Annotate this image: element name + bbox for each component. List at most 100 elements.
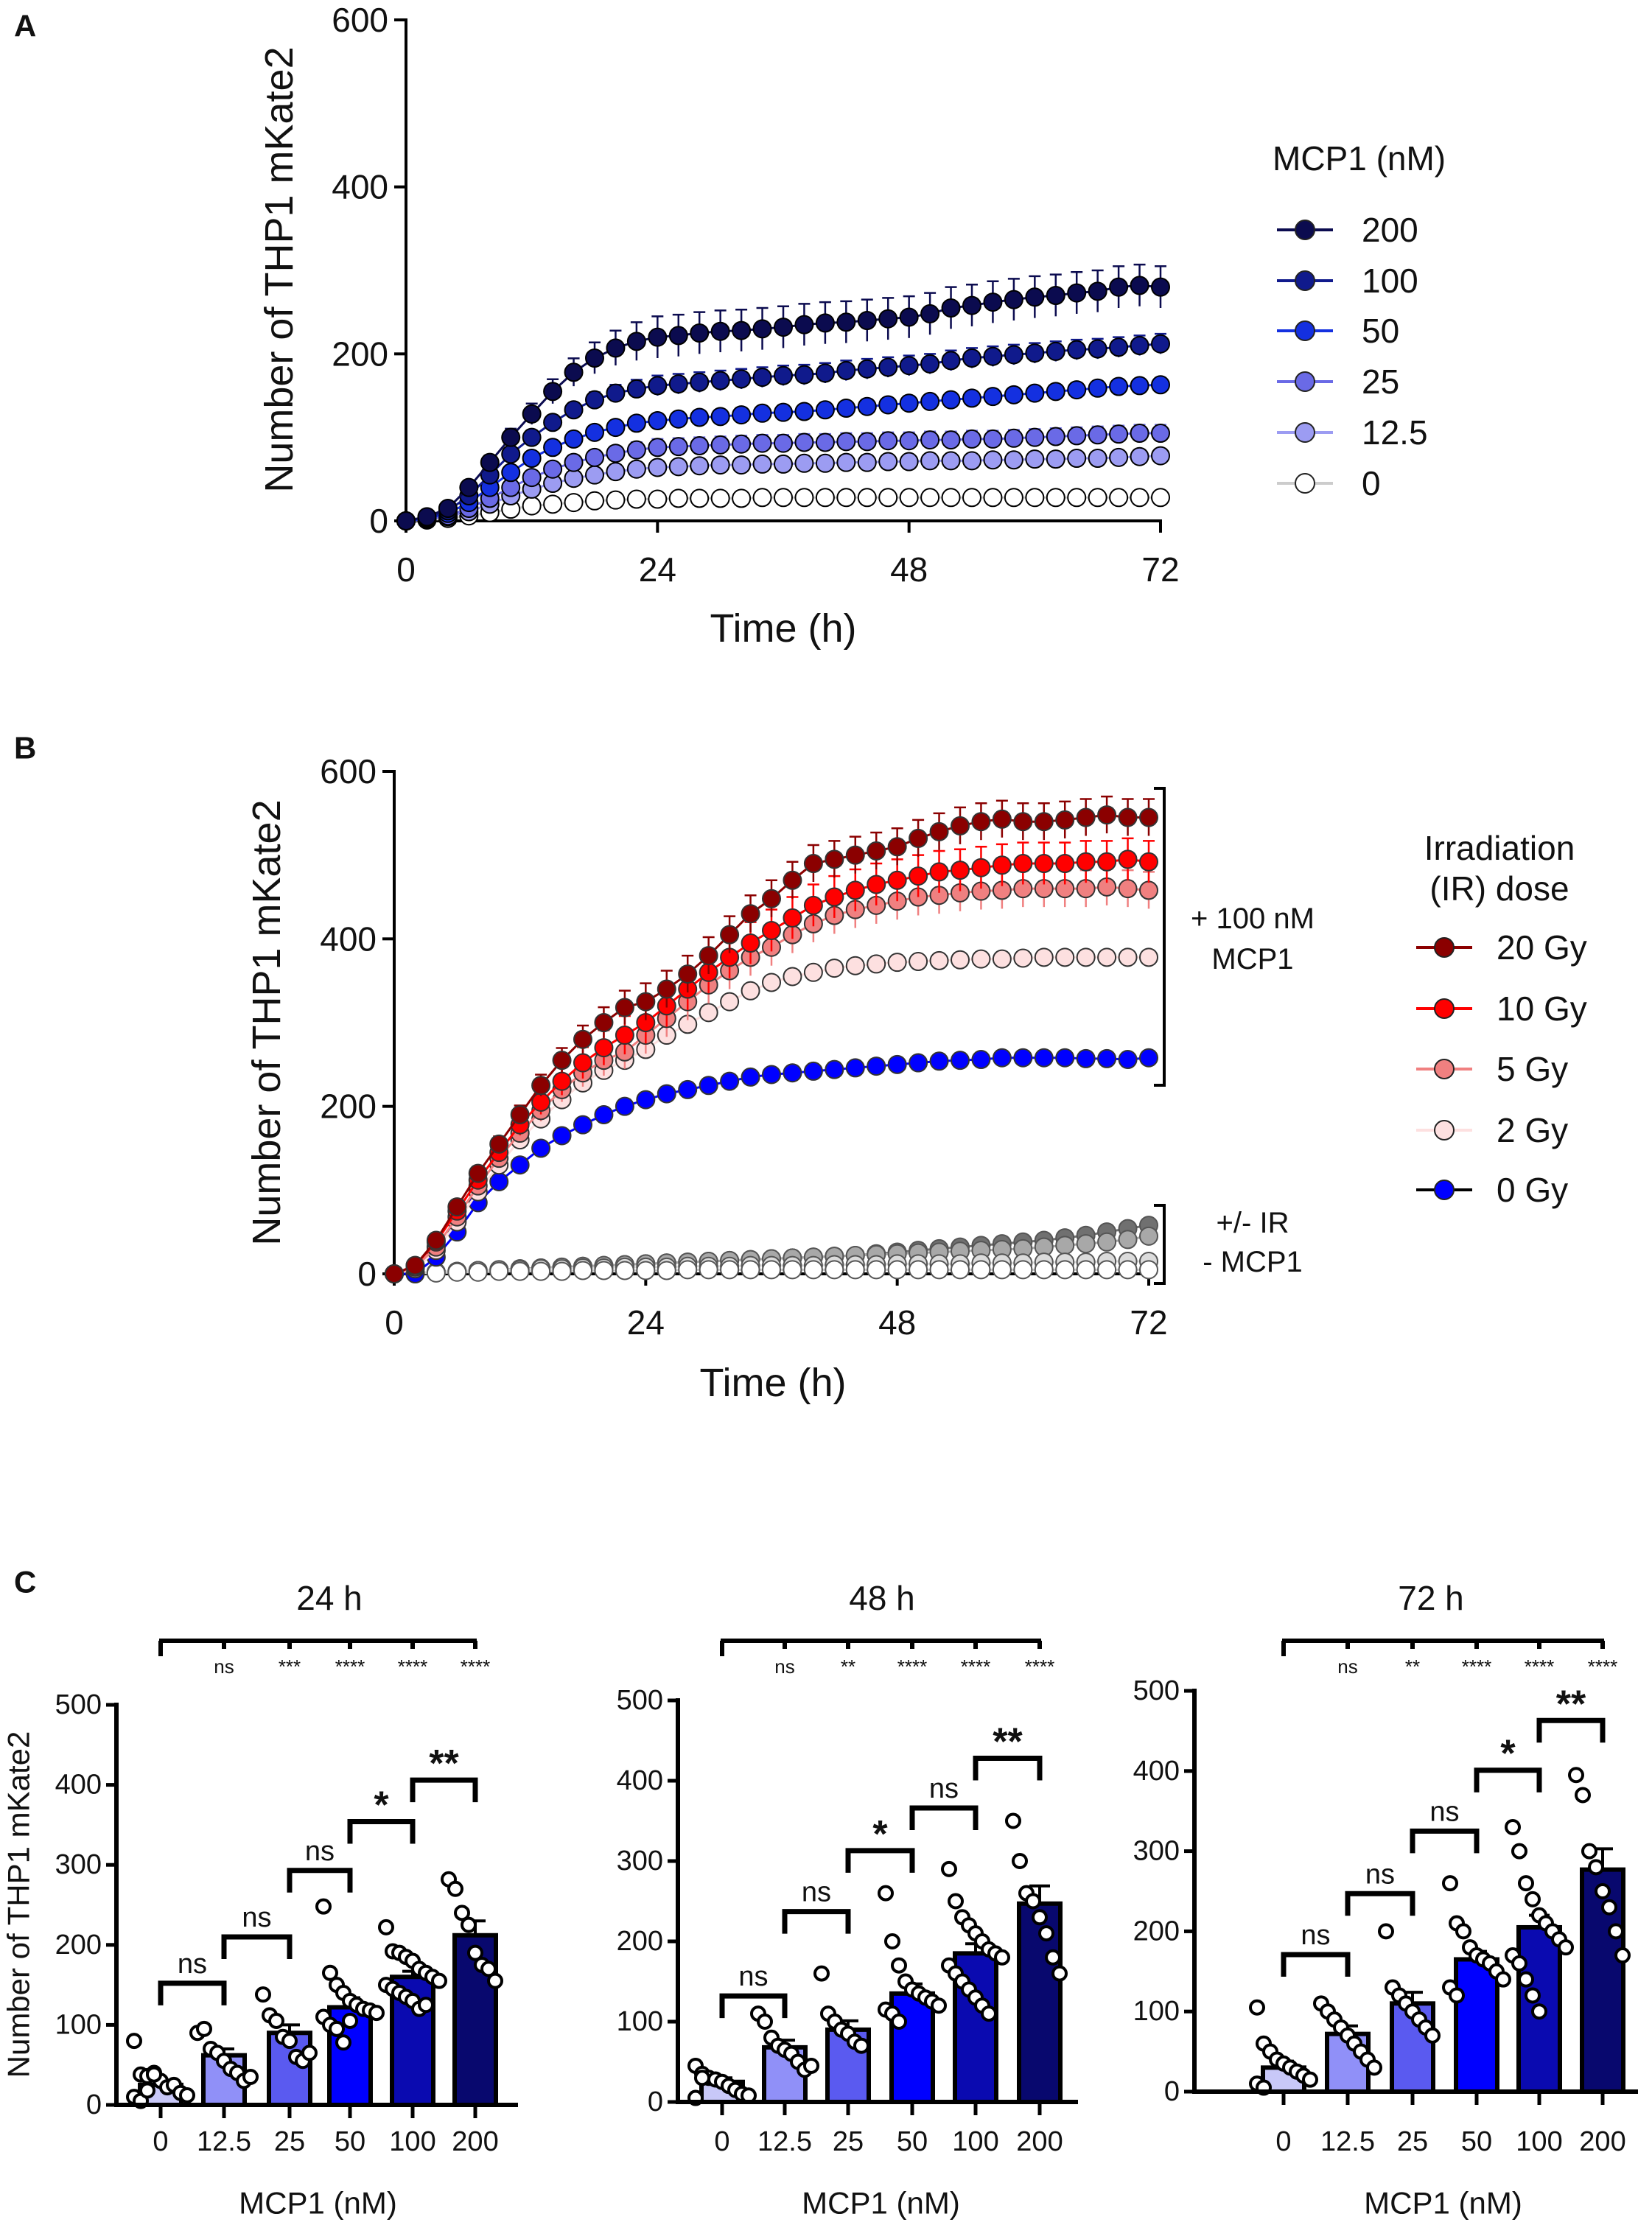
data-point — [1076, 1234, 1096, 1254]
data-point — [1139, 852, 1158, 872]
data-point — [920, 430, 940, 450]
data-point — [648, 376, 668, 396]
pairwise-bracket: * — [1474, 1733, 1542, 1793]
data-point — [741, 1260, 760, 1280]
series-25 — [396, 424, 1170, 530]
data-point — [1097, 852, 1117, 872]
data-point — [899, 431, 919, 451]
replicate-point — [1012, 1853, 1028, 1869]
data-point — [815, 432, 835, 452]
x-tick-label: 0 — [714, 2126, 729, 2157]
x-axis-title: Time (h) — [710, 606, 857, 651]
data-point — [510, 1105, 530, 1125]
data-point — [732, 369, 752, 389]
bracket-line — [845, 1848, 915, 1873]
data-point — [1151, 334, 1170, 354]
data-point — [710, 321, 730, 341]
data-point — [983, 429, 1003, 449]
data-point — [1088, 281, 1107, 301]
legend-label: 0 — [1362, 464, 1381, 502]
data-point — [929, 821, 949, 841]
data-point — [741, 933, 760, 953]
data-point — [867, 875, 886, 894]
data-point — [845, 880, 865, 900]
data-point — [1151, 375, 1170, 395]
replicate-point — [454, 1905, 470, 1921]
x-tick-label: 0 — [1275, 2126, 1291, 2157]
data-point — [1004, 428, 1023, 448]
data-point — [836, 452, 856, 472]
data-point — [762, 1260, 781, 1280]
legend-item: 5 Gy — [1416, 1050, 1568, 1088]
data-point — [690, 456, 710, 476]
data-point — [510, 1155, 530, 1175]
data-point — [626, 489, 646, 509]
data-point — [732, 455, 752, 475]
data-point — [1109, 424, 1129, 444]
data-point — [1034, 854, 1054, 874]
legend-item: 0 Gy — [1416, 1171, 1568, 1209]
significance-label: ns — [1429, 1796, 1459, 1827]
y-tick-label: 600 — [332, 1, 388, 39]
data-point — [1067, 380, 1087, 400]
data-point — [1097, 947, 1117, 967]
data-point — [752, 454, 772, 474]
legend-marker — [1295, 220, 1315, 240]
bracket-label: MCP1 — [1211, 943, 1293, 975]
data-point — [710, 455, 730, 475]
data-point — [1109, 277, 1129, 297]
replicate-point — [447, 1880, 463, 1897]
data-point — [668, 437, 688, 457]
data-point — [983, 292, 1003, 312]
data-point — [983, 346, 1003, 366]
data-point — [836, 312, 856, 332]
significance-label: ns — [305, 1836, 335, 1867]
panel-c-24h: C 24 h 0 100 200 300 400 500 0 12.5 25 50 100 200 MCP1… — [1, 1565, 518, 2221]
replicate-point — [1608, 1923, 1624, 1940]
x-tick-label: 72 — [1130, 1303, 1167, 1342]
data-point — [920, 488, 940, 508]
data-point — [1130, 376, 1149, 396]
y-tick-label: 200 — [55, 1930, 102, 1961]
replicate-point — [948, 1893, 964, 1910]
data-point — [1130, 276, 1149, 295]
pairwise-bracket: ns — [1345, 1859, 1415, 1916]
bracket-line — [221, 1934, 293, 1959]
bracket-line — [1536, 1717, 1606, 1743]
y-axis-title: Number of THP1 mKate2 — [257, 46, 301, 492]
data-point — [878, 431, 898, 451]
data-point — [678, 1079, 698, 1099]
data-point — [426, 1263, 446, 1283]
legend-item: 25 — [1277, 362, 1399, 401]
legend-marker — [1295, 371, 1315, 392]
data-point — [1004, 488, 1023, 508]
data-point — [962, 429, 981, 449]
data-point — [606, 462, 626, 482]
data-point — [941, 430, 961, 450]
replicate-point — [139, 2082, 155, 2099]
y-tick-label: 200 — [320, 1087, 377, 1126]
data-point — [825, 959, 844, 978]
data-point — [564, 452, 584, 472]
x-tick-label: 200 — [452, 2126, 498, 2157]
x-tick-label: 50 — [335, 2126, 365, 2157]
data-point — [1046, 427, 1065, 446]
data-point — [1088, 449, 1107, 468]
replicate-point — [981, 2005, 997, 2022]
data-point — [720, 1260, 740, 1280]
series-50 — [396, 375, 1170, 530]
data-point — [878, 488, 898, 508]
data-point — [1055, 810, 1075, 830]
replicate-point — [431, 1972, 447, 1989]
data-point — [626, 379, 646, 399]
replicate-point — [1525, 1987, 1541, 2004]
data-point — [668, 374, 688, 394]
replicate-point — [891, 2014, 907, 2030]
x-axis-title: MCP1 (nM) — [239, 2186, 397, 2221]
data-point — [783, 908, 802, 928]
data-point — [585, 390, 604, 410]
data-point — [468, 1163, 488, 1183]
series-200 — [396, 263, 1170, 530]
replicate-point — [994, 1949, 1010, 1966]
data-point — [690, 436, 710, 455]
